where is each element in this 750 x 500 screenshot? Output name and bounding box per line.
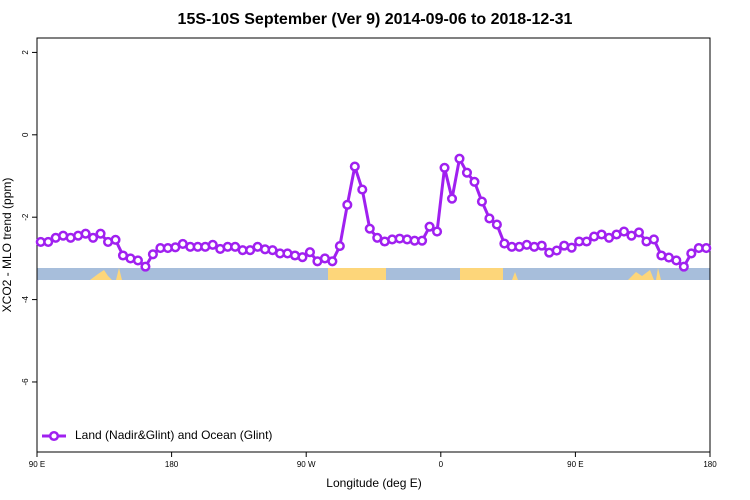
data-point (536, 240, 547, 251)
data-point (132, 255, 143, 266)
x-tick-label: 90 W (297, 460, 316, 469)
x-tick-label: 180 (165, 460, 179, 469)
x-tick-label: 90 E (567, 460, 583, 469)
land-patch (628, 270, 654, 280)
data-point (349, 161, 360, 172)
land-patch (90, 270, 112, 280)
data-point (484, 213, 495, 224)
data-point (297, 252, 308, 263)
data-point (476, 196, 487, 207)
data-point (686, 248, 697, 259)
data-point (432, 226, 443, 237)
data-point (372, 232, 383, 243)
data-point (633, 227, 645, 238)
data-point (566, 242, 577, 253)
data-point (327, 256, 338, 267)
data-point (648, 234, 659, 245)
y-tick-label: -4 (21, 295, 30, 303)
data-point (618, 226, 630, 237)
data-point (671, 255, 682, 266)
data-point (147, 249, 158, 260)
data-point (581, 236, 592, 247)
data-point (491, 219, 502, 230)
data-point (417, 235, 428, 246)
data-point (110, 234, 121, 245)
data-point (364, 223, 375, 234)
data-point (207, 239, 218, 250)
land-patch (656, 268, 661, 280)
data-point (140, 261, 151, 272)
y-tick-label: -6 (21, 378, 30, 386)
data-point (461, 167, 473, 178)
land-patch (512, 272, 518, 280)
land-patch (328, 268, 386, 280)
x-axis-label: Longitude (deg E) (326, 476, 421, 490)
x-tick-label: 0 (439, 460, 444, 469)
data-point (424, 221, 435, 232)
data-point (357, 184, 368, 195)
data-point (80, 228, 91, 239)
data-point (334, 240, 345, 252)
land-patch (460, 268, 503, 280)
data-point (701, 243, 712, 254)
x-tick-label: 90 E (29, 460, 45, 469)
data-point (342, 199, 353, 210)
legend-marker (48, 430, 60, 442)
data-point (439, 162, 450, 173)
x-tick-label: 180 (703, 460, 717, 469)
legend-label: Land (Nadir&Glint) and Ocean (Glint) (75, 428, 272, 442)
data-point (551, 245, 562, 256)
data-point (43, 236, 54, 247)
data-point (446, 193, 458, 204)
chart-title: 15S-10S September (Ver 9) 2014-09-06 to … (178, 11, 573, 28)
land-patch (116, 268, 122, 280)
data-point (678, 261, 689, 272)
data-point (304, 247, 315, 258)
y-tick-label: 0 (21, 132, 30, 137)
data-point (454, 153, 465, 164)
land-ocean-mask (37, 268, 710, 280)
plot-frame (36, 37, 711, 453)
data-line (40, 157, 707, 269)
data-point (88, 232, 99, 243)
y-tick-label: -2 (21, 213, 30, 221)
y-tick-label: 2 (21, 50, 30, 55)
data-point (95, 228, 106, 239)
y-axis-label: XCO2 - MLO trend (ppm) (0, 178, 14, 313)
data-point (469, 176, 480, 187)
